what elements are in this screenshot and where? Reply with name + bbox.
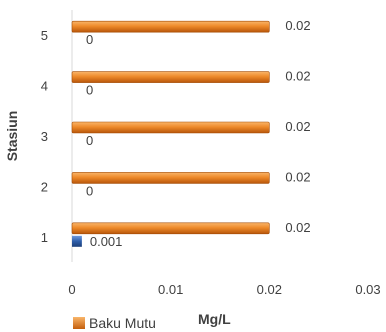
x-tick-label-1: 0.01 bbox=[158, 282, 183, 297]
x-axis-title: Mg/L bbox=[198, 311, 231, 327]
bar-baku-mutu-5 bbox=[71, 20, 270, 33]
legend: Baku Mutu bbox=[73, 315, 156, 331]
y-tick-label-3: 3 bbox=[41, 129, 48, 144]
data-label-measured-1: 0.001 bbox=[90, 234, 123, 249]
x-tick-label-2: 0.02 bbox=[257, 282, 282, 297]
x-tick-label-3: 0.03 bbox=[355, 282, 380, 297]
data-label-measured-3: 0 bbox=[86, 133, 93, 148]
y-axis-title: Stasiun bbox=[4, 111, 20, 162]
bar-measured-1 bbox=[72, 235, 82, 247]
data-label-baku-mutu-3: 0.02 bbox=[285, 119, 310, 134]
data-label-measured-4: 0 bbox=[86, 83, 93, 98]
y-tick-label-4: 4 bbox=[41, 79, 48, 94]
legend-label-baku-mutu: Baku Mutu bbox=[89, 315, 156, 331]
y-tick-label-1: 1 bbox=[41, 230, 48, 245]
bar-baku-mutu-4 bbox=[71, 71, 270, 83]
data-label-baku-mutu-5: 0.02 bbox=[285, 18, 310, 33]
y-tick-label-2: 2 bbox=[41, 179, 48, 194]
bar-baku-mutu-3 bbox=[71, 121, 270, 134]
data-label-measured-2: 0 bbox=[86, 183, 93, 198]
data-label-baku-mutu-4: 0.02 bbox=[285, 69, 310, 84]
data-label-baku-mutu-2: 0.02 bbox=[285, 169, 310, 184]
y-tick-label-5: 5 bbox=[41, 28, 48, 43]
bar-baku-mutu-2 bbox=[71, 172, 270, 184]
x-tick-label-0: 0 bbox=[68, 282, 75, 297]
legend-swatch-baku-mutu bbox=[73, 317, 85, 329]
data-label-measured-5: 0 bbox=[86, 32, 93, 47]
bar-baku-mutu-1 bbox=[71, 222, 270, 235]
data-label-baku-mutu-1: 0.02 bbox=[285, 220, 310, 235]
